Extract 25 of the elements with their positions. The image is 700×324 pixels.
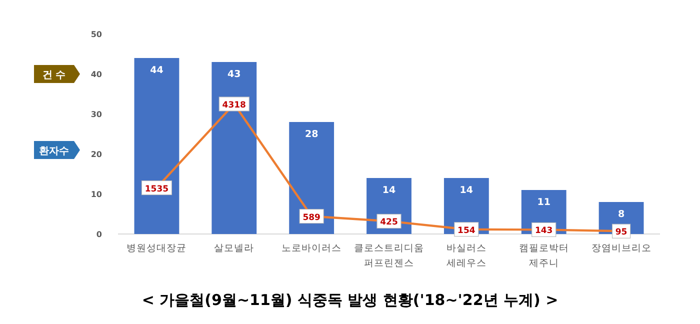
text: < 가을철(9월~11월) 식중독 발생 현황('18~'22년 누계) > [142, 291, 558, 309]
data-label: 14 [382, 185, 396, 196]
data-label: 44 [150, 65, 164, 76]
data-label: 95 [615, 228, 628, 238]
y-tick-label: 20 [90, 150, 102, 159]
bar [289, 122, 334, 234]
x-tick-label: 캠필로박터 제주니 [518, 243, 569, 269]
bar [212, 62, 257, 234]
x-tick-label: 장염비브리오 [591, 243, 652, 254]
y-tick-label: 50 [90, 30, 102, 39]
y-tick-label: 40 [90, 70, 102, 79]
data-label: 28 [304, 129, 319, 140]
x-tick-label: 병원성대장균 [126, 243, 187, 254]
x-tick-label: 클로스트리디움 퍼프린젠스 [354, 243, 424, 269]
data-label: 43 [228, 69, 241, 80]
bar [134, 58, 180, 234]
y-tick-label: 0 [96, 230, 102, 239]
y-tick-label: 10 [90, 190, 102, 199]
x-tick-label: 노로바이러스 [282, 243, 342, 254]
data-label: 8 [618, 209, 625, 220]
data-label: 11 [537, 197, 550, 208]
x-tick-label: 바실러스 세레우스 [446, 243, 486, 269]
data-label: 14 [460, 185, 474, 196]
x-tick-label: 살모넬라 [214, 243, 254, 254]
y-tick-label: 30 [90, 110, 102, 119]
